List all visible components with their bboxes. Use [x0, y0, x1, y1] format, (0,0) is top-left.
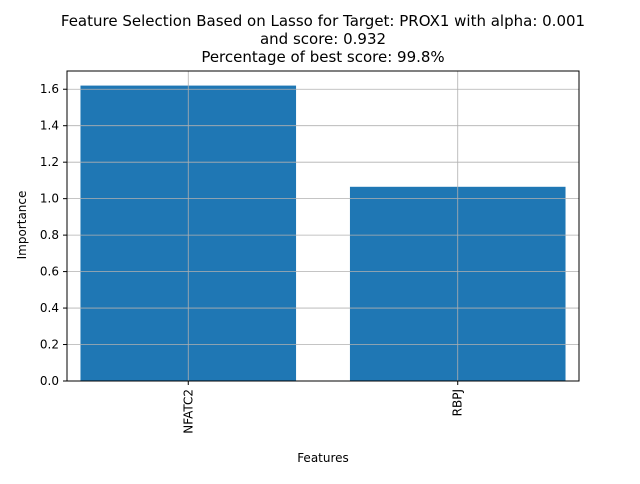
chart-title-line-1: Feature Selection Based on Lasso for Tar… — [61, 12, 585, 30]
y-tick-label: 1.2 — [40, 155, 59, 169]
y-tick-label: 0.4 — [40, 301, 59, 315]
y-axis-label: Importance — [15, 191, 29, 260]
x-tick-label: RBPJ — [451, 389, 465, 416]
y-tick-label: 0.6 — [40, 265, 59, 279]
chart-title-line-2: and score: 0.932 — [260, 30, 386, 48]
chart-title-line-3: Percentage of best score: 99.8% — [201, 48, 444, 66]
plot-frame — [66, 70, 580, 382]
bars — [80, 85, 566, 382]
y-tick-label: 0.8 — [40, 228, 59, 242]
y-axis-ticks: 0.0 0.2 0.4 0.6 0.8 1.0 1.2 1.4 1.6 — [40, 82, 67, 388]
x-tick-label: NFATC2 — [181, 389, 195, 434]
x-axis-label: Features — [297, 451, 349, 465]
y-tick-label: 1.4 — [40, 119, 59, 133]
y-tick-label: 1.6 — [40, 82, 59, 96]
x-axis-ticks: NFATC2 RBPJ — [181, 381, 465, 434]
plot-border — [66, 70, 580, 382]
y-tick-label: 0.0 — [40, 374, 59, 388]
y-tick-label: 0.2 — [40, 338, 59, 352]
chart-title: Feature Selection Based on Lasso for Tar… — [61, 12, 585, 66]
y-tick-label: 1.0 — [40, 192, 59, 206]
grid-lines — [67, 71, 579, 382]
